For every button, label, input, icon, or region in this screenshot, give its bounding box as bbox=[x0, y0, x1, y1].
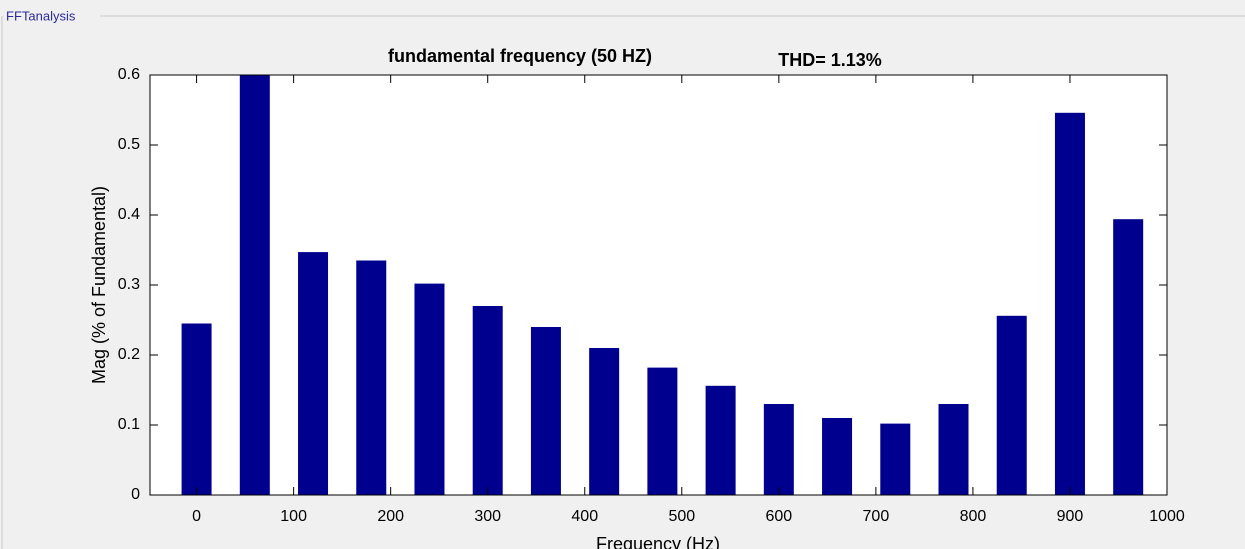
panel-title: FFTanalysis bbox=[6, 8, 76, 23]
bar bbox=[880, 423, 911, 495]
bar bbox=[1113, 219, 1144, 495]
bar bbox=[356, 260, 387, 495]
x-tick-label: 1000 bbox=[1149, 508, 1185, 525]
x-tick-label: 200 bbox=[377, 508, 404, 525]
y-tick-label: 0.1 bbox=[118, 416, 140, 433]
bar bbox=[472, 306, 503, 495]
bar bbox=[996, 315, 1027, 495]
x-tick-label: 800 bbox=[960, 508, 987, 525]
bar bbox=[589, 348, 620, 495]
x-tick-label: 900 bbox=[1057, 508, 1084, 525]
x-tick-label: 500 bbox=[668, 508, 695, 525]
bar bbox=[298, 252, 329, 495]
y-tick-label: 0.6 bbox=[118, 66, 140, 83]
bar bbox=[647, 367, 678, 495]
bar bbox=[239, 75, 270, 495]
x-tick-label: 600 bbox=[765, 508, 792, 525]
chart-title: fundamental frequency (50 HZ) bbox=[388, 46, 652, 66]
x-tick-label: 100 bbox=[280, 508, 307, 525]
y-tick-label: 0.4 bbox=[118, 206, 140, 223]
y-tick-label: 0 bbox=[131, 486, 140, 503]
bar bbox=[938, 404, 969, 495]
bar bbox=[530, 327, 561, 495]
y-axis-label: Mag (% of Fundamental) bbox=[89, 186, 109, 384]
bar bbox=[705, 385, 736, 495]
annotation: THD= 1.13% bbox=[778, 50, 882, 70]
x-tick-label: 0 bbox=[192, 508, 201, 525]
bar bbox=[763, 404, 794, 495]
y-tick-label: 0.5 bbox=[118, 136, 140, 153]
bar bbox=[822, 418, 853, 495]
x-tick-label: 400 bbox=[571, 508, 598, 525]
y-tick-label: 0.2 bbox=[118, 346, 140, 363]
x-axis-label: Frequency (Hz) bbox=[596, 534, 720, 549]
bar bbox=[181, 323, 212, 495]
x-tick-label: 300 bbox=[474, 508, 501, 525]
x-tick-label: 700 bbox=[863, 508, 890, 525]
y-tick-label: 0.3 bbox=[118, 276, 140, 293]
bar bbox=[414, 283, 445, 495]
bar bbox=[1054, 112, 1085, 496]
